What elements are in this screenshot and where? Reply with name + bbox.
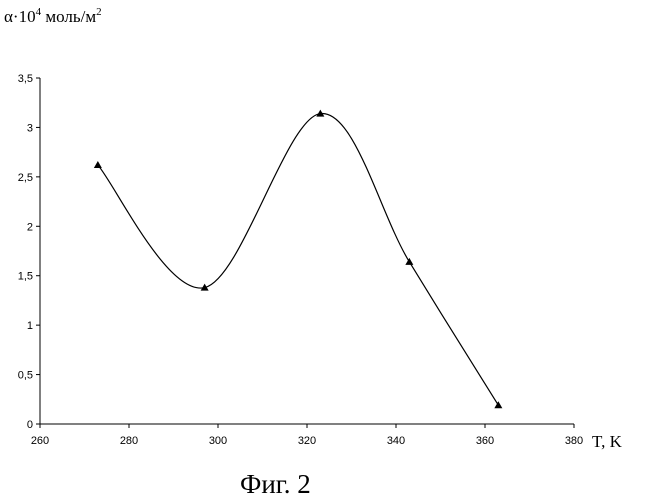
- y-tick-label: 1,5: [18, 271, 33, 283]
- data-point: [494, 401, 502, 408]
- y-tick-label: 1: [27, 320, 33, 332]
- series-markers: [94, 110, 503, 409]
- x-tick-label: 360: [476, 435, 494, 447]
- x-tick-label: 260: [31, 435, 49, 447]
- y-tick-label: 2,5: [18, 172, 33, 184]
- y-tick-label: 2: [27, 221, 33, 233]
- y-axis-label-unit: моль/м: [41, 7, 96, 26]
- x-tick-label: 380: [565, 435, 583, 447]
- x-ticks: 260 280 300 320 340 360 380: [31, 424, 583, 447]
- x-tick-label: 320: [298, 435, 316, 447]
- y-tick-label: 0,5: [18, 370, 33, 382]
- series-line: [98, 113, 499, 405]
- y-axis-label-unit-superscript: 2: [96, 6, 102, 18]
- y-tick-label: 3,5: [18, 73, 33, 85]
- x-tick-label: 340: [387, 435, 405, 447]
- x-tick-label: 300: [209, 435, 227, 447]
- y-ticks: 0 0,5 1 1,5 2 2,5 3 3,5: [18, 73, 40, 431]
- axes: [40, 78, 574, 424]
- data-point: [405, 258, 413, 265]
- y-axis-label: α·104 моль/м2: [4, 6, 102, 26]
- data-point: [94, 161, 102, 168]
- x-tick-label: 280: [120, 435, 138, 447]
- figure-caption: Фиг. 2: [240, 469, 311, 499]
- y-tick-label: 0: [27, 419, 33, 431]
- y-tick-label: 3: [27, 122, 33, 134]
- x-axis-label: T, K: [592, 432, 623, 451]
- y-axis-label-prefix: α·10: [4, 7, 36, 26]
